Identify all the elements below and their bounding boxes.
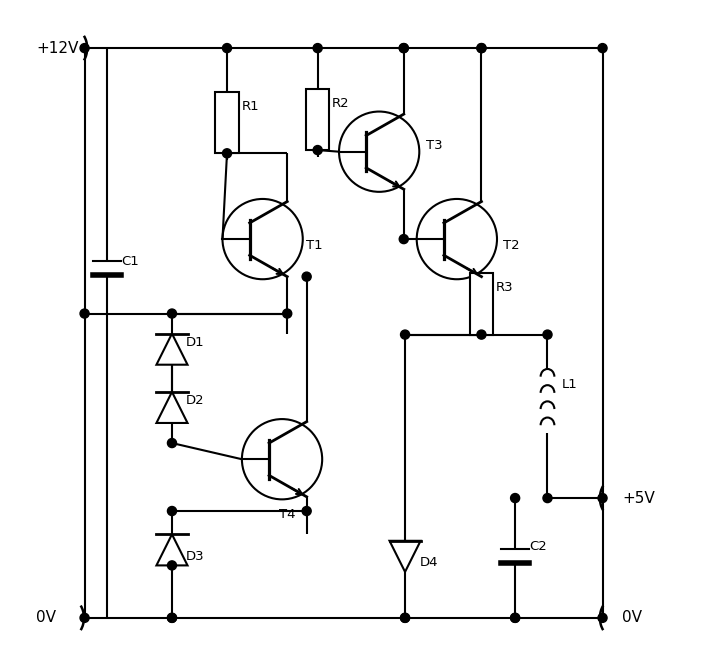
Circle shape <box>399 44 409 53</box>
Circle shape <box>477 330 486 339</box>
Text: D2: D2 <box>186 394 205 407</box>
Circle shape <box>477 44 486 53</box>
FancyBboxPatch shape <box>306 89 329 150</box>
Circle shape <box>302 507 311 516</box>
Circle shape <box>511 613 520 622</box>
Circle shape <box>80 44 89 53</box>
Text: D4: D4 <box>419 556 438 569</box>
Circle shape <box>168 309 177 318</box>
Text: D3: D3 <box>186 550 205 563</box>
FancyBboxPatch shape <box>470 273 493 334</box>
Circle shape <box>399 44 409 53</box>
Circle shape <box>543 494 552 503</box>
Text: 0V: 0V <box>622 611 642 626</box>
Circle shape <box>302 272 311 281</box>
Text: +5V: +5V <box>622 490 655 505</box>
Text: 0V: 0V <box>36 611 56 626</box>
FancyBboxPatch shape <box>215 92 239 153</box>
Text: C1: C1 <box>121 255 139 268</box>
Circle shape <box>401 330 409 339</box>
Circle shape <box>477 44 486 53</box>
Circle shape <box>511 613 520 622</box>
Text: T4: T4 <box>279 508 295 520</box>
Circle shape <box>80 309 89 318</box>
Text: T3: T3 <box>426 138 442 151</box>
Circle shape <box>401 613 409 622</box>
Circle shape <box>401 613 409 622</box>
Circle shape <box>282 309 292 318</box>
Text: D1: D1 <box>186 336 205 349</box>
Text: L1: L1 <box>562 378 578 391</box>
Circle shape <box>313 44 322 53</box>
Text: C2: C2 <box>529 540 547 553</box>
Circle shape <box>543 330 552 339</box>
Circle shape <box>80 613 89 622</box>
Circle shape <box>313 146 322 155</box>
Circle shape <box>399 234 409 244</box>
Circle shape <box>168 507 177 516</box>
Circle shape <box>168 613 177 622</box>
Text: T2: T2 <box>503 239 520 252</box>
Circle shape <box>222 44 232 53</box>
Circle shape <box>598 494 607 503</box>
Text: T1: T1 <box>306 239 322 252</box>
Circle shape <box>168 439 177 447</box>
Circle shape <box>511 494 520 503</box>
Text: R3: R3 <box>496 281 513 294</box>
Circle shape <box>168 561 177 570</box>
Circle shape <box>222 149 232 158</box>
Text: +12V: +12V <box>36 40 78 56</box>
Text: R1: R1 <box>241 100 259 113</box>
Circle shape <box>168 613 177 622</box>
Circle shape <box>598 44 607 53</box>
Circle shape <box>598 613 607 622</box>
Text: R2: R2 <box>332 97 349 110</box>
